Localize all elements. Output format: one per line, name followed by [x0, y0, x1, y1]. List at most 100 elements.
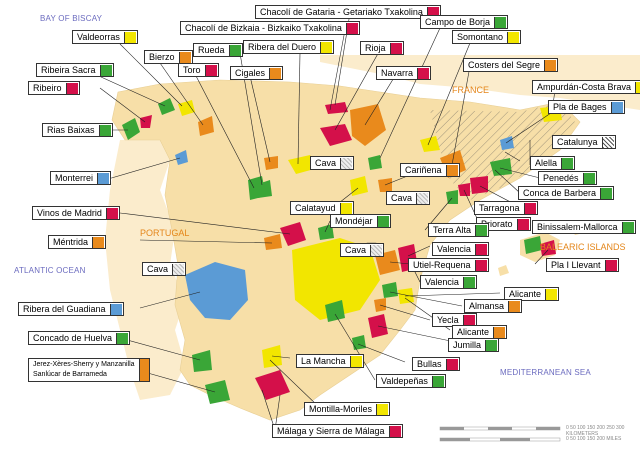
- region-bierzo[interactable]: [198, 116, 214, 136]
- region-pla-i-llevant[interactable]: [540, 240, 556, 256]
- label-ribeira-sacra[interactable]: Ribeira Sacra: [36, 63, 114, 77]
- label-calatayud[interactable]: Calatayud: [290, 201, 354, 215]
- label-rueda[interactable]: Rueda: [193, 43, 243, 57]
- color-swatch: [445, 358, 458, 370]
- label-almansa[interactable]: Almansa: [464, 299, 523, 313]
- region-almansa[interactable]: [382, 282, 398, 298]
- label-somontano[interactable]: Somontano: [452, 30, 522, 44]
- label-tarragona[interactable]: Tarragona: [474, 201, 538, 215]
- label-rias-baixas[interactable]: Rias Baixas: [42, 123, 113, 137]
- region-somontano[interactable]: [420, 136, 440, 152]
- label-cava-2[interactable]: Cava: [386, 191, 431, 205]
- label-vinos-de-madrid[interactable]: Vinos de Madrid: [32, 206, 120, 220]
- label-text: Catalunya: [557, 137, 598, 147]
- label-ribera-del-guadiana[interactable]: Ribera del Guadiana: [18, 302, 124, 316]
- label-penedes[interactable]: Penedés: [538, 171, 597, 185]
- label-alicante-1[interactable]: Alicante: [504, 287, 560, 301]
- label-ribeiro[interactable]: Ribeiro: [28, 81, 80, 95]
- label-text: Pla I Llevant: [551, 260, 601, 270]
- label-rioja[interactable]: Rioja: [360, 41, 404, 55]
- region-concado-de-huelva[interactable]: [192, 350, 212, 372]
- label-pla-de-bages[interactable]: Pla de Bages: [548, 100, 625, 114]
- label-mondejar[interactable]: Mondéjar: [330, 214, 391, 228]
- region-binissalem[interactable]: [524, 236, 542, 254]
- region-rioja[interactable]: [320, 124, 352, 146]
- label-pla-i-llevant[interactable]: Pla I Llevant: [546, 258, 619, 272]
- label-montilla[interactable]: Montilla-Moriles: [304, 402, 391, 416]
- region-mondejar[interactable]: [318, 224, 334, 240]
- label-cava-4[interactable]: Cava: [142, 262, 187, 276]
- label-malaga[interactable]: Málaga y Sierra de Málaga: [272, 424, 403, 438]
- region-penedes[interactable]: [490, 158, 512, 176]
- label-chacoli-gataria[interactable]: Chacolí de Gataria - Getariako Txakolina: [255, 5, 441, 19]
- label-alicante-2[interactable]: Alicante: [452, 325, 508, 339]
- label-yecla[interactable]: Yecla: [432, 313, 477, 327]
- label-catalunya[interactable]: Catalunya: [552, 135, 616, 149]
- region-vinos-de-madrid[interactable]: [280, 222, 306, 246]
- label-terra-alta[interactable]: Terra Alta: [428, 223, 490, 237]
- label-binissalem[interactable]: Binissalem-Mallorca: [532, 220, 636, 234]
- label-cigales[interactable]: Cigales: [230, 66, 284, 80]
- region-catalunya[interactable]: [430, 102, 575, 200]
- region-tarragona[interactable]: [470, 176, 488, 194]
- region-ribeiro[interactable]: [140, 115, 152, 128]
- region-jerez[interactable]: [205, 380, 230, 404]
- region-navarra[interactable]: [350, 104, 386, 146]
- label-conca-de-barbera[interactable]: Conca de Barbera: [518, 186, 615, 200]
- label-cava-1[interactable]: Cava: [310, 156, 355, 170]
- region-priorato[interactable]: [458, 183, 470, 196]
- color-swatch: [507, 31, 520, 43]
- color-swatch: [178, 51, 191, 63]
- color-swatch: [172, 263, 185, 275]
- label-jumilla[interactable]: Jumilla: [448, 338, 500, 352]
- label-bullas[interactable]: Bullas: [412, 357, 460, 371]
- region-campo-de-borja[interactable]: [368, 155, 382, 170]
- label-valencia-1[interactable]: Valencia: [432, 242, 489, 256]
- label-toro[interactable]: Toro: [178, 63, 219, 77]
- region-la-mancha[interactable]: [292, 238, 380, 320]
- region-malaga[interactable]: [255, 370, 290, 400]
- label-jerez[interactable]: Jerez-Xères-Sherry y Manzanilla Sanlúcar…: [28, 358, 150, 382]
- regions: [122, 98, 575, 404]
- label-alella[interactable]: Alella: [530, 156, 576, 170]
- label-monterrei[interactable]: Monterrei: [50, 171, 112, 185]
- color-swatch: [339, 202, 352, 214]
- color-swatch: [269, 67, 282, 79]
- label-cava-3[interactable]: Cava: [340, 243, 385, 257]
- label-text: Cigales: [235, 68, 266, 78]
- region-terra-alta[interactable]: [446, 190, 458, 204]
- region-monterrei[interactable]: [175, 150, 188, 165]
- label-valencia-2[interactable]: Valencia: [420, 275, 477, 289]
- region-bullas[interactable]: [352, 335, 366, 350]
- region-pla-de-bages[interactable]: [500, 136, 514, 150]
- region-mentrida[interactable]: [264, 234, 282, 250]
- region-valdepenas[interactable]: [325, 300, 345, 322]
- label-ribera-del-duero[interactable]: Ribera del Duero: [243, 40, 335, 54]
- region-rias-baixas[interactable]: [122, 118, 140, 140]
- label-text: Ampurdán-Costa Brava: [537, 82, 632, 92]
- label-mentrida[interactable]: Méntrida: [48, 235, 107, 249]
- region-ribera-del-guadiana[interactable]: [185, 262, 248, 320]
- label-bierzo[interactable]: Bierzo: [144, 50, 193, 64]
- label-priorato[interactable]: Priorato: [476, 217, 531, 231]
- label-valdepenas[interactable]: Valdepeñas: [376, 374, 446, 388]
- label-text: Binissalem-Mallorca: [537, 222, 618, 232]
- label-la-mancha[interactable]: La Mancha: [296, 354, 364, 368]
- label-concado-de-huelva[interactable]: Concado de Huelva: [28, 331, 131, 345]
- region-montilla[interactable]: [262, 345, 282, 368]
- label-chacoli-bizkaia[interactable]: Chacolí de Bizkaia - Bizkaiko Txakolina: [180, 21, 360, 35]
- label-carinena[interactable]: Cariñena: [400, 163, 460, 177]
- label-valdeorras[interactable]: Valdeorras: [72, 30, 138, 44]
- region-valdeorras[interactable]: [178, 100, 195, 116]
- label-costers-del-segre[interactable]: Costers del Segre: [463, 58, 559, 72]
- country-label-balearic: BALEARIC ISLANDS: [540, 242, 626, 252]
- region-ribeira-sacra[interactable]: [158, 98, 175, 115]
- label-text: Valencia: [425, 277, 459, 287]
- label-campo-de-borja[interactable]: Campo de Borja: [420, 15, 509, 29]
- region-rueda[interactable]: [255, 180, 272, 198]
- label-utiel-requena[interactable]: Utiel-Requena: [408, 258, 489, 272]
- label-navarra[interactable]: Navarra: [376, 66, 432, 80]
- scale-bar: [439, 426, 561, 442]
- region-cigales[interactable]: [264, 156, 278, 170]
- label-ampurdan[interactable]: Ampurdán-Costa Brava: [532, 80, 640, 94]
